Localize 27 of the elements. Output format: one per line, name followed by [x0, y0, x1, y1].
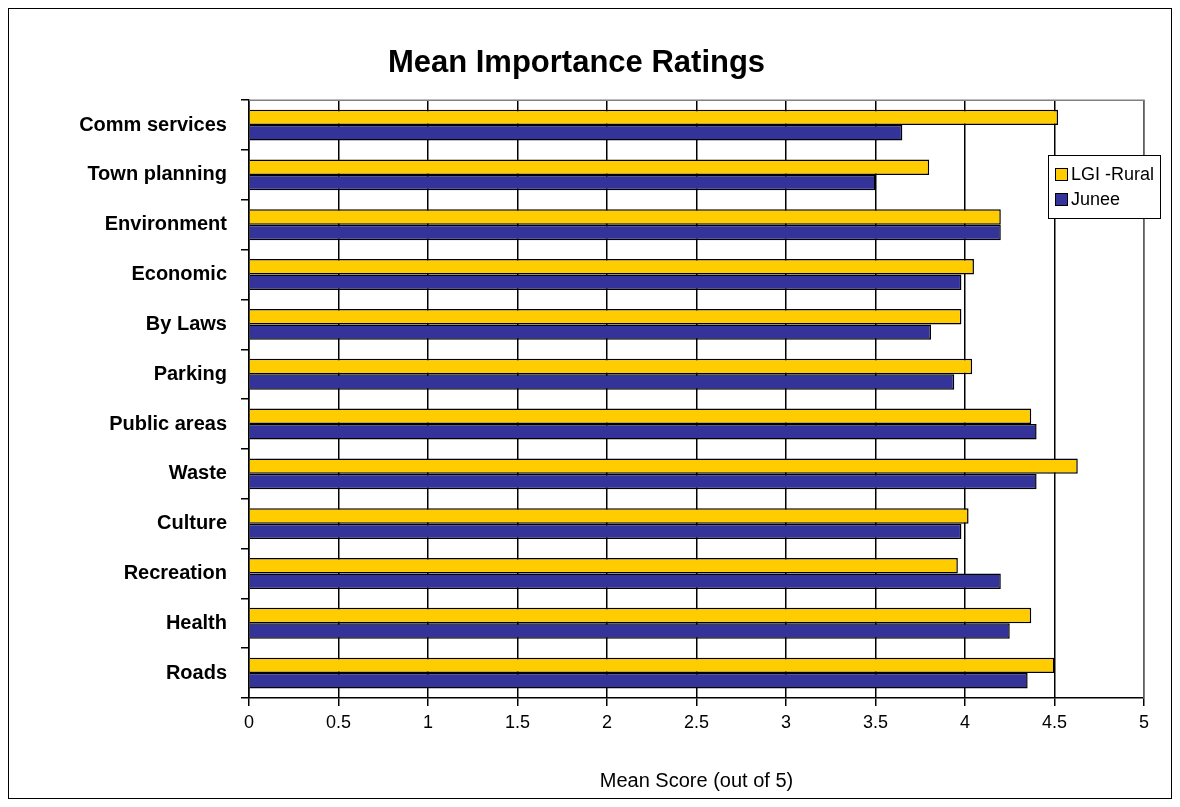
- x-tick-label: 3: [780, 711, 792, 732]
- y-tick-label: Recreation: [123, 560, 227, 583]
- x-tick-label: 4: [959, 711, 971, 732]
- x-tick-label: 1.5: [504, 711, 531, 732]
- y-tick-label: Public areas: [109, 411, 227, 434]
- y-tick-label: Environment: [104, 212, 228, 235]
- x-tick-label: 0.5: [325, 711, 352, 732]
- x-tick-label: 3.5: [862, 711, 889, 732]
- y-tick-label: Town planning: [87, 162, 227, 185]
- x-tick-label: 1: [422, 711, 434, 732]
- y-tick-label: By Laws: [145, 311, 227, 334]
- x-tick-label: 2: [601, 711, 613, 732]
- x-axis-title: Mean Score (out of 5): [599, 768, 794, 791]
- x-tick-label: 4.5: [1041, 711, 1068, 732]
- y-tick-label: Waste: [168, 461, 227, 484]
- y-tick-label: Parking: [153, 361, 227, 384]
- x-tick-label: 0: [243, 711, 255, 732]
- y-tick-label: Economic: [131, 262, 227, 285]
- y-tick-label: Comm services: [79, 112, 227, 135]
- legend-label: LGI -Rural: [1070, 164, 1154, 185]
- x-tick-label: 2.5: [683, 711, 710, 732]
- x-tick-label: 5: [1138, 711, 1150, 732]
- legend-label: Junee: [1070, 189, 1121, 210]
- chart-title: Mean Importance Ratings: [387, 44, 766, 80]
- y-tick-label: Roads: [165, 660, 227, 683]
- y-tick-label: Health: [165, 610, 227, 633]
- y-tick-label: Culture: [157, 511, 227, 534]
